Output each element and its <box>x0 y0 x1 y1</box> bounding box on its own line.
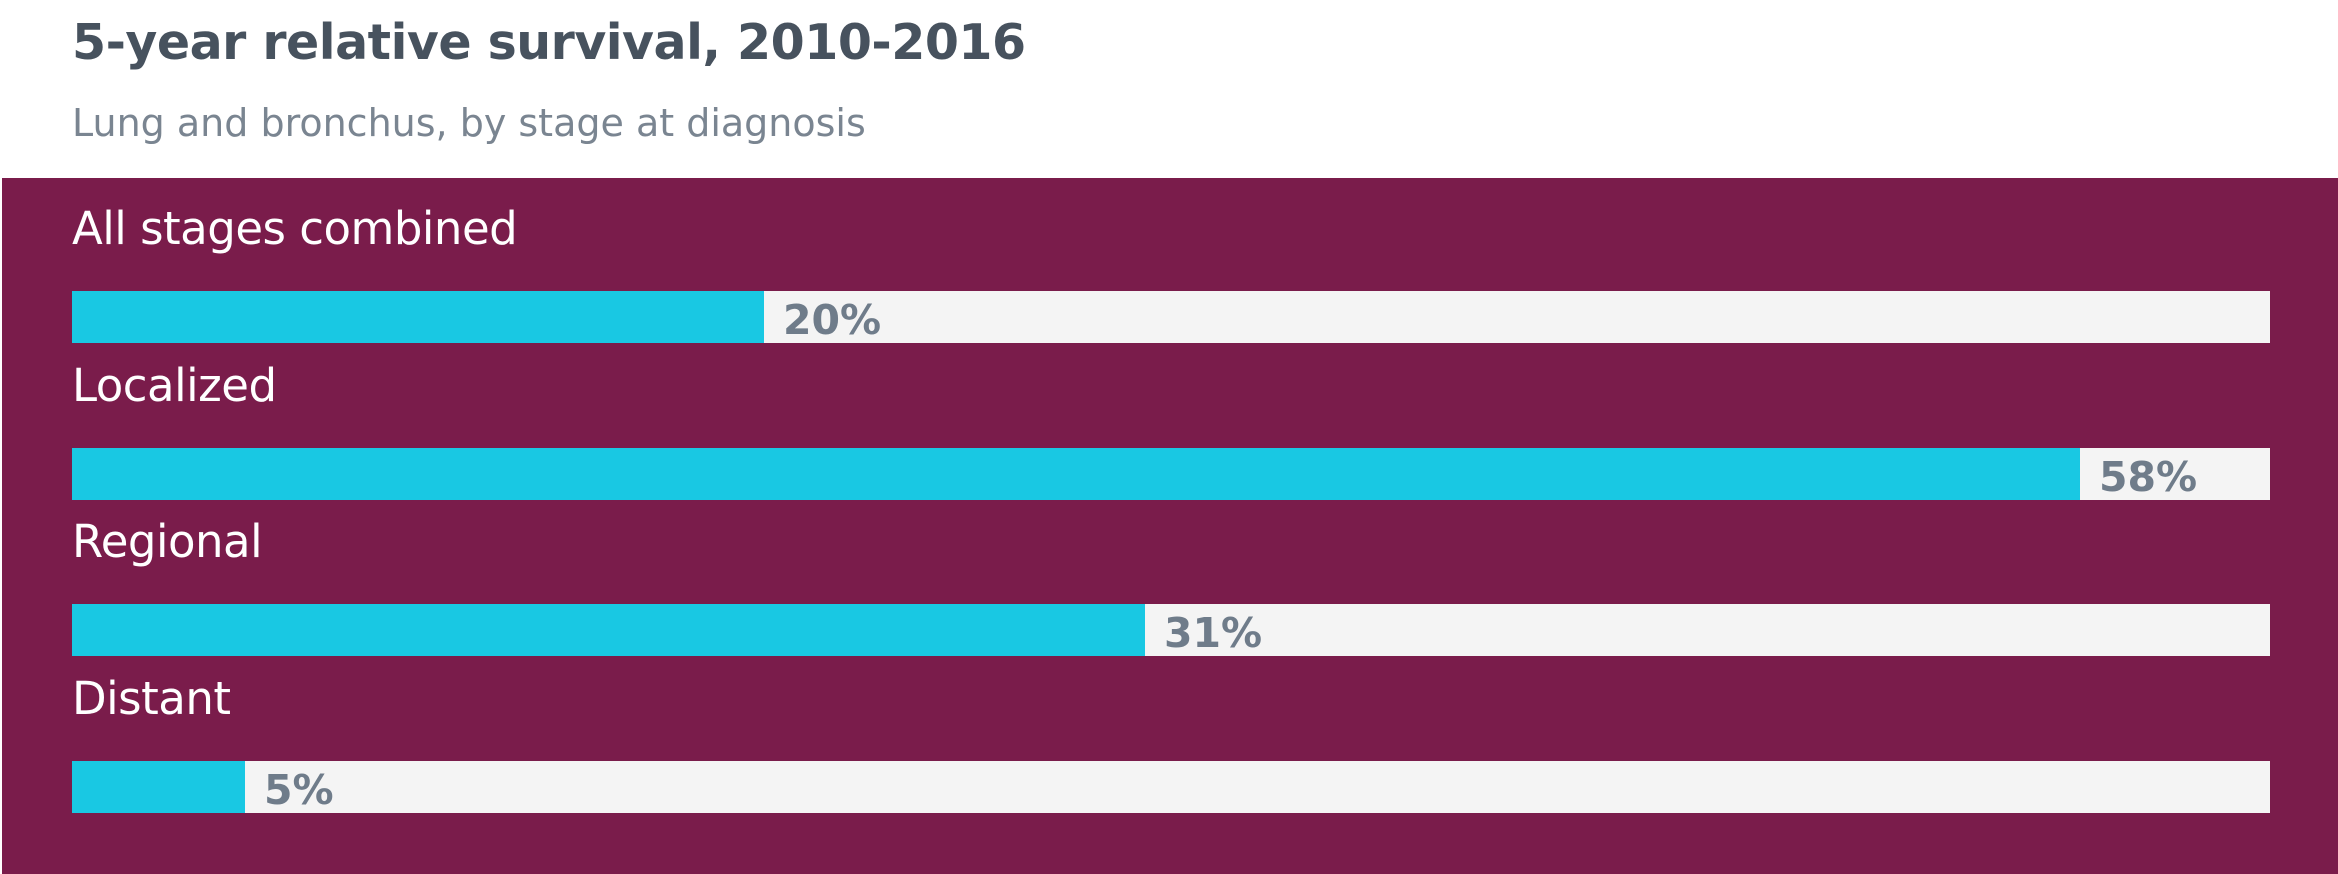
category-label: Regional <box>72 515 263 568</box>
category-label: Localized <box>72 358 277 412</box>
bar-fill <box>72 447 2080 500</box>
bar-track: 20% <box>72 291 2270 344</box>
value-label: 31% <box>1164 609 1263 657</box>
bar-fill <box>72 291 764 343</box>
bar-track: 5% <box>72 760 2270 814</box>
bar-fill <box>72 604 1145 656</box>
category-label: All stages combined <box>72 202 518 255</box>
chart-title: 5-year relative survival, 2010-2016 <box>72 14 1026 71</box>
chart-subtitle: Lung and bronchus, by stage at diagnosis <box>72 101 866 145</box>
value-label: 5% <box>264 765 334 814</box>
chart-header: 5-year relative survival, 2010-2016 Lung… <box>0 0 2338 178</box>
value-label: 20% <box>783 296 882 344</box>
value-label: 58% <box>2099 452 2198 501</box>
bar-fill <box>72 760 245 813</box>
bar-track: 31% <box>72 604 2270 657</box>
bar-track: 58% <box>72 447 2270 501</box>
category-label: Distant <box>72 671 231 725</box>
chart-panel: All stages combined 20% Localized 58% Region… <box>2 178 2338 874</box>
